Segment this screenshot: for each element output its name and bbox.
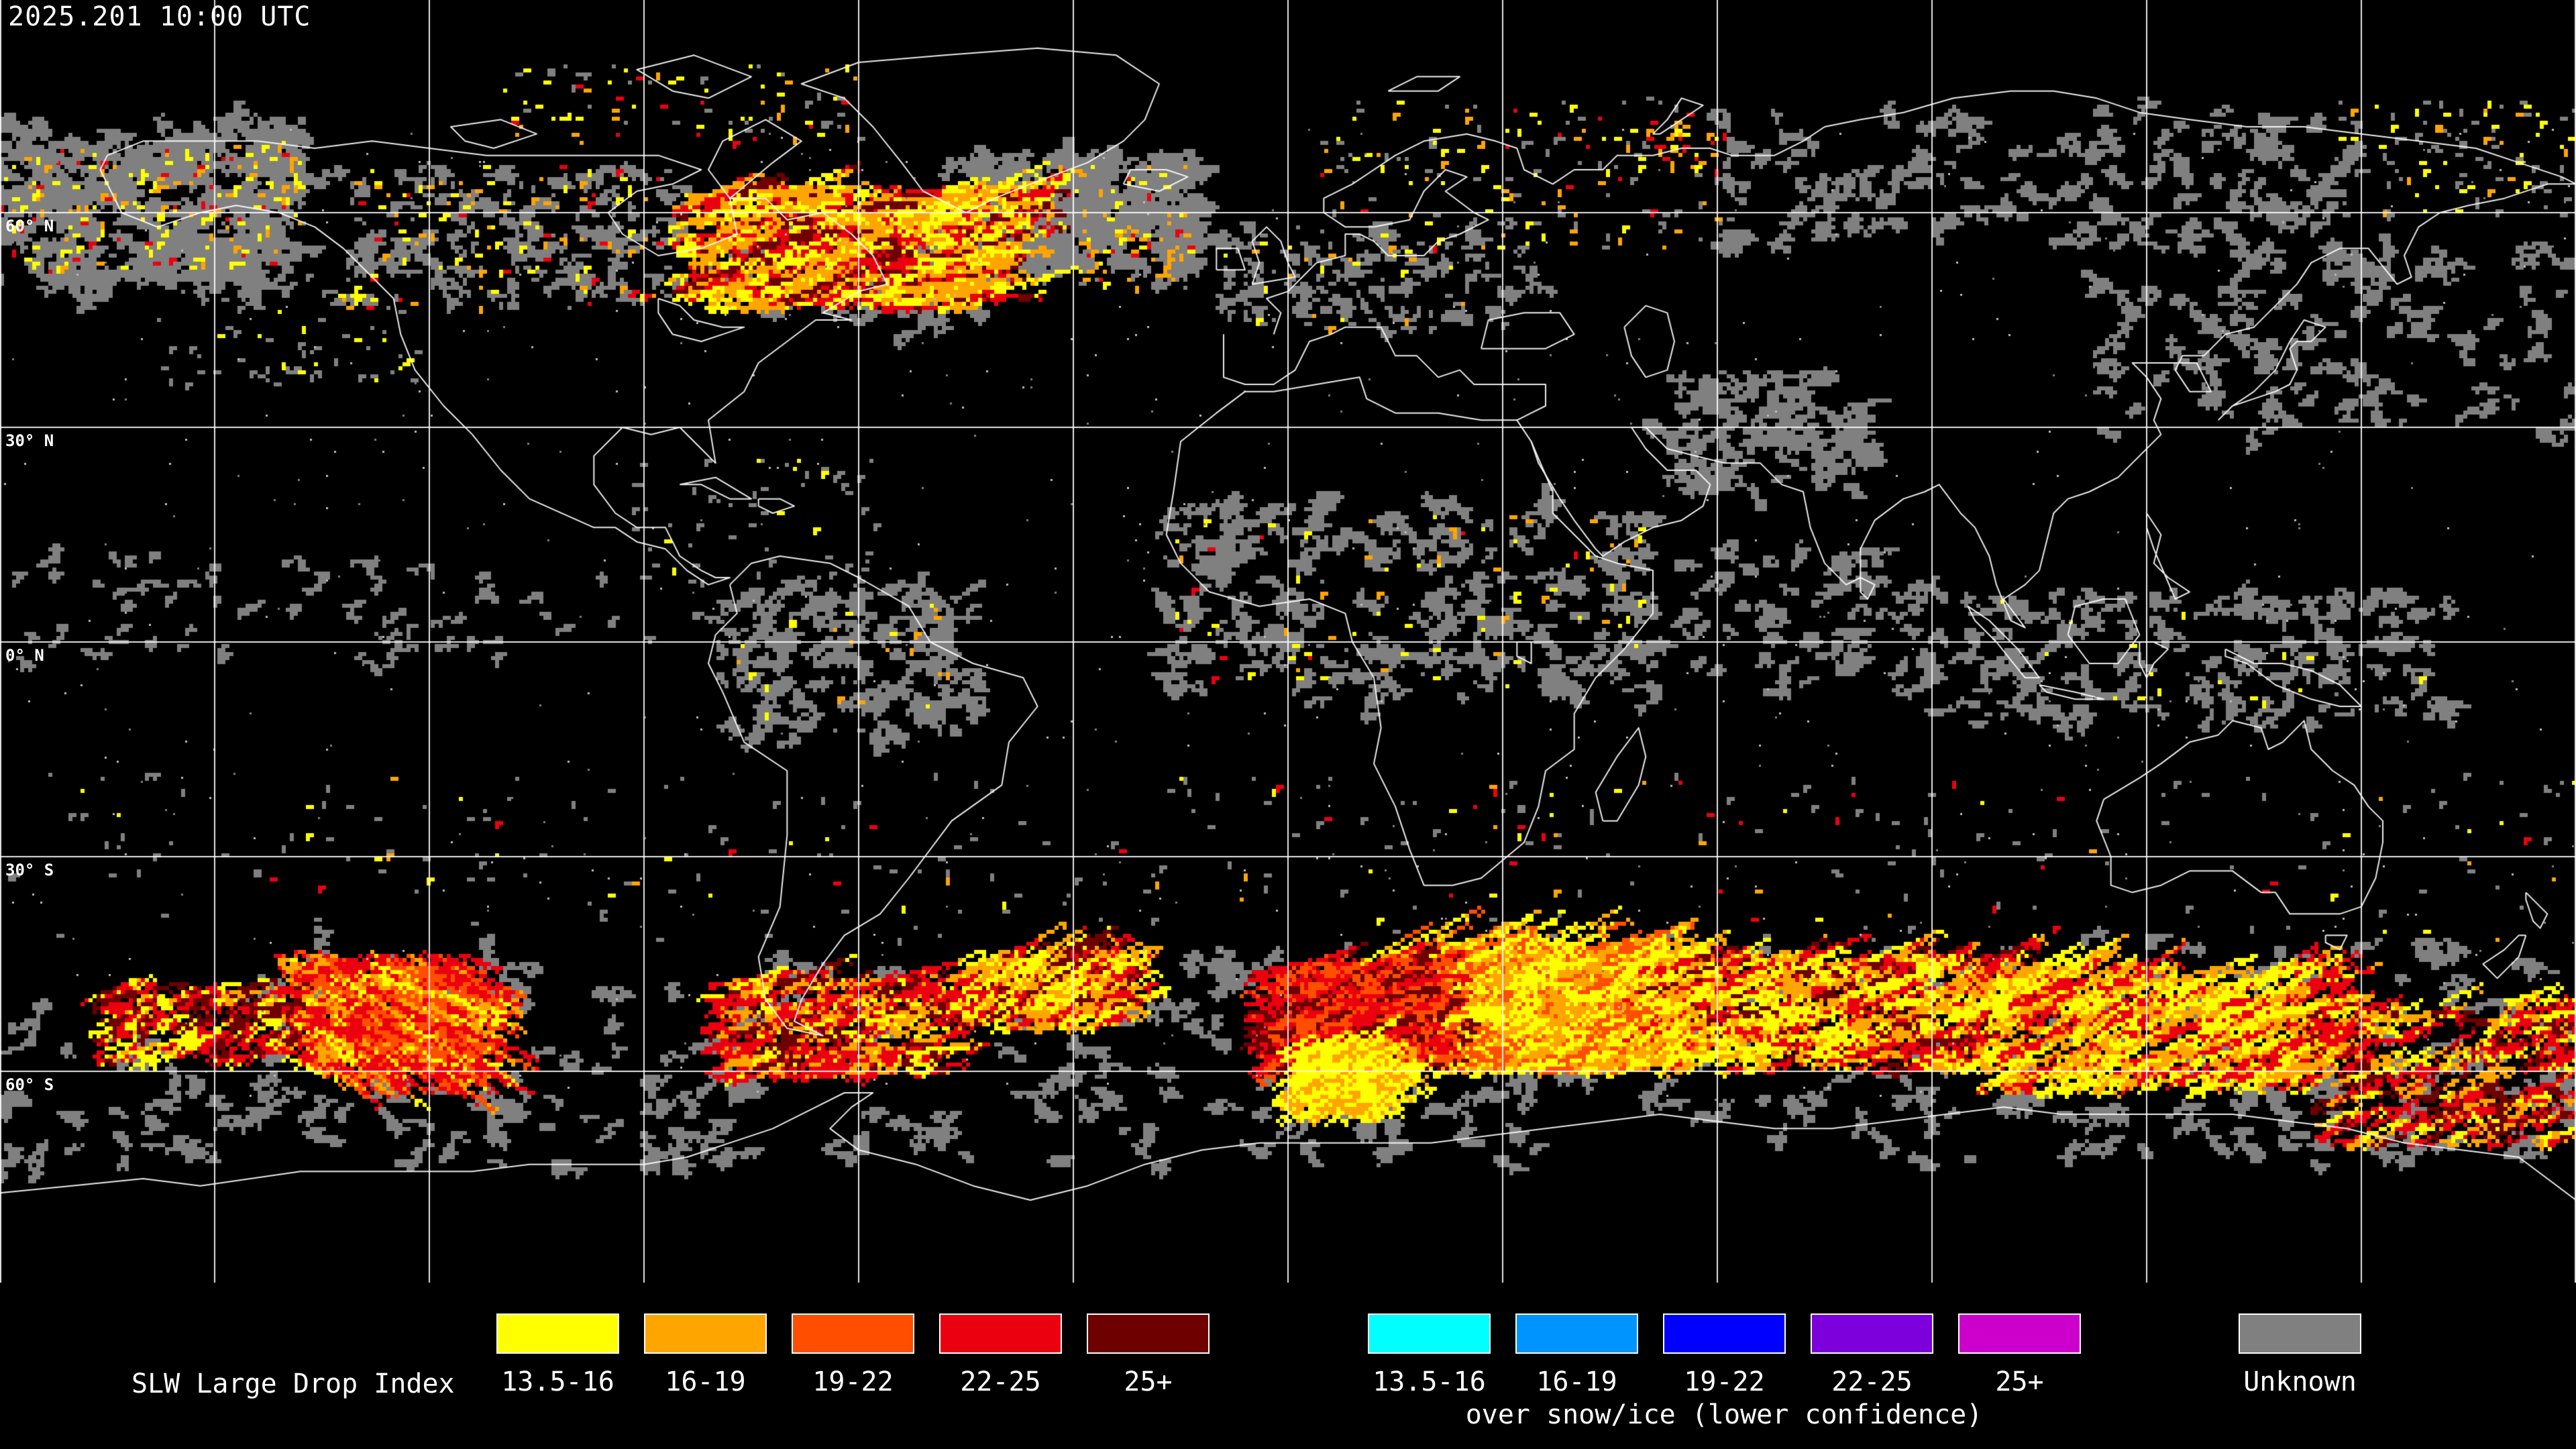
latitude-label: 60° S [5, 1075, 54, 1094]
legend-swatch-label: 16-19 [665, 1366, 746, 1397]
latitude-label: 30° S [5, 861, 54, 879]
legend-item: 16-19 [644, 1313, 767, 1397]
legend-item: 22-25 [1811, 1313, 1933, 1397]
legend-item: 19-22 [1663, 1313, 1786, 1397]
legend-item: 25+ [1958, 1313, 2081, 1397]
legend-item: 16-19 [1515, 1313, 1638, 1397]
legend-item: 19-22 [792, 1313, 914, 1397]
legend-swatch-label: 16-19 [1536, 1366, 1617, 1397]
timestamp: 2025.201 10:00 UTC [8, 1, 311, 32]
legend-swatch-label: 25+ [1124, 1366, 1173, 1397]
legend-swatch [2239, 1313, 2361, 1354]
latitude-label: 0° N [5, 646, 44, 665]
latitude-label: 30° N [5, 431, 54, 450]
legend-swatch [1958, 1313, 2081, 1354]
legend-primary-palette: 13.5-16 16-19 19-22 22-25 25+ [496, 1313, 1210, 1397]
legend-item: 25+ [1087, 1313, 1210, 1397]
legend-swatch-label: Unknown [2243, 1366, 2357, 1397]
legend-swatch-label: 19-22 [812, 1366, 894, 1397]
legend-title: SLW Large Drop Index [131, 1368, 455, 1399]
legend-unknown-palette: Unknown [2239, 1313, 2361, 1397]
legend-swatch [644, 1313, 767, 1354]
legend-swatch-label: 22-25 [1831, 1366, 1913, 1397]
latitude-label: 60° N [5, 217, 54, 235]
legend-item: 13.5-16 [1368, 1313, 1491, 1397]
legend-item: 22-25 [939, 1313, 1062, 1397]
legend-swatch [1087, 1313, 1210, 1354]
legend-snowice-caption: over snow/ice (lower confidence) [1465, 1399, 1983, 1430]
legend-swatch [1811, 1313, 1933, 1354]
legend-swatch [1368, 1313, 1491, 1354]
legend-swatch-label: 25+ [1995, 1366, 2044, 1397]
legend-swatch [939, 1313, 1062, 1354]
legend-snowice-palette: 13.5-16 16-19 19-22 22-25 25+ [1368, 1313, 2081, 1397]
legend-swatch-label: 13.5-16 [1373, 1366, 1486, 1397]
legend-swatch-label: 19-22 [1684, 1366, 1765, 1397]
legend-swatch [1663, 1313, 1786, 1354]
legend-swatch [496, 1313, 619, 1354]
legend-swatch [1515, 1313, 1638, 1354]
legend-swatch-label: 13.5-16 [501, 1366, 614, 1397]
legend-swatch-label: 22-25 [960, 1366, 1041, 1397]
legend-item: 13.5-16 [496, 1313, 619, 1397]
legend-item: Unknown [2239, 1313, 2361, 1397]
legend-swatch [792, 1313, 914, 1354]
